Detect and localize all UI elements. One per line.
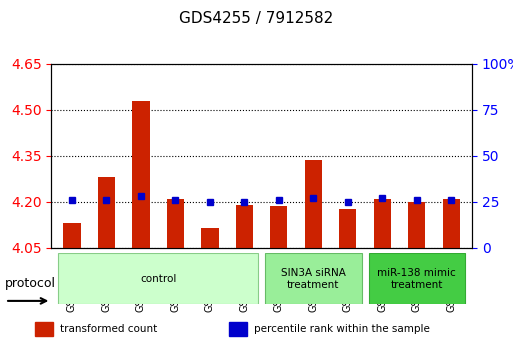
Text: protocol: protocol	[5, 277, 56, 290]
Bar	[98, 177, 115, 248]
Text: SIN3A siRNA
treatment: SIN3A siRNA treatment	[281, 268, 346, 290]
Bar	[201, 228, 219, 248]
Text: percentile rank within the sample: percentile rank within the sample	[254, 324, 430, 334]
Bar	[229, 322, 247, 336]
Bar	[64, 223, 81, 248]
Bar	[339, 210, 357, 248]
Text: miR-138 mimic
treatment: miR-138 mimic treatment	[378, 268, 456, 290]
Bar	[408, 202, 425, 248]
Bar	[35, 322, 53, 336]
Bar	[132, 101, 150, 248]
Bar	[270, 206, 287, 248]
Bar	[443, 199, 460, 248]
Bar	[305, 160, 322, 248]
Bar	[167, 199, 184, 248]
FancyBboxPatch shape	[58, 253, 258, 304]
Text: control: control	[140, 274, 176, 284]
FancyBboxPatch shape	[265, 253, 362, 304]
Text: GDS4255 / 7912582: GDS4255 / 7912582	[180, 11, 333, 25]
FancyBboxPatch shape	[368, 253, 465, 304]
Bar	[236, 205, 253, 248]
Bar	[373, 199, 391, 248]
Text: transformed count: transformed count	[61, 324, 157, 334]
